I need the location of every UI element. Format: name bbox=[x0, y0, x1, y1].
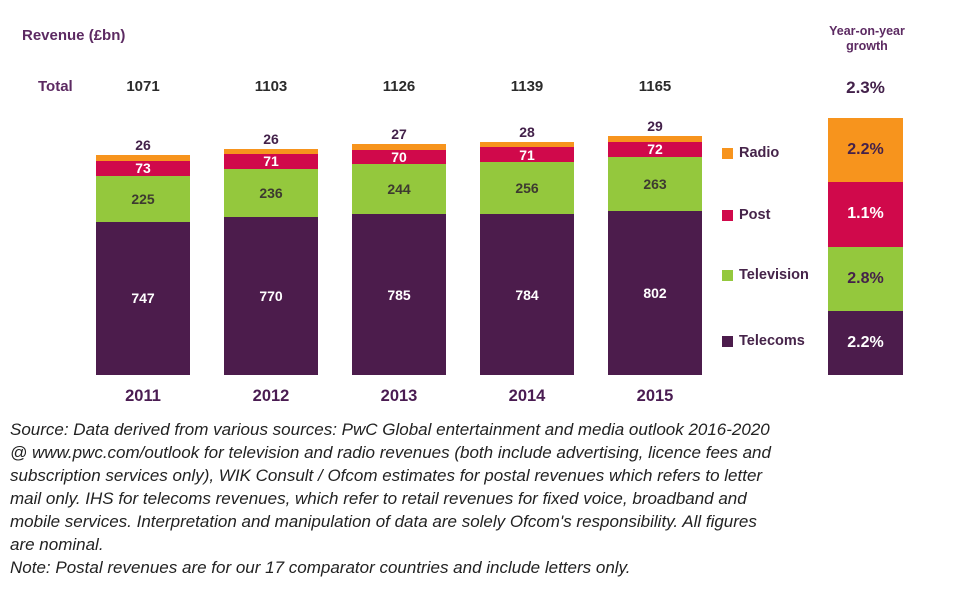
value-label-post: 72 bbox=[647, 141, 663, 158]
growth-total-value: 2.3% bbox=[846, 78, 885, 97]
value-label-telecoms: 802 bbox=[643, 284, 667, 301]
source-line: subscription services only), WIK Consult… bbox=[10, 466, 763, 485]
growth-segment-telecoms: 2.2% bbox=[828, 310, 903, 375]
television-legend-swatch-icon bbox=[722, 269, 733, 281]
segment-telecoms: 747 bbox=[96, 221, 190, 375]
bar-column-2011: 1071 26 73 225 747 2011 bbox=[96, 70, 190, 410]
segment-radio bbox=[224, 148, 318, 155]
segment-post: 71 bbox=[480, 147, 574, 162]
value-label-telecoms: 747 bbox=[131, 290, 155, 307]
stacked-bar: 71 256 784 bbox=[480, 141, 574, 375]
legend-label-telecoms: Telecoms bbox=[739, 333, 805, 349]
segment-television: 244 bbox=[352, 164, 446, 215]
year-label: 2014 bbox=[508, 387, 546, 405]
radio-value-label: 26 bbox=[263, 130, 279, 147]
legend-label-radio: Radio bbox=[739, 145, 780, 161]
radio-value-label: 27 bbox=[391, 126, 407, 143]
value-label-television: 225 bbox=[131, 190, 155, 207]
legend-item-telecoms: Telecoms bbox=[722, 334, 805, 348]
segment-telecoms: 784 bbox=[480, 214, 574, 375]
source-line: mobile services. Interpretation and mani… bbox=[10, 512, 757, 531]
source-line: @ www.pwc.com/outlook for television and… bbox=[10, 443, 771, 462]
bar-column-2013: 1126 27 70 244 785 2013 bbox=[352, 70, 446, 410]
year-label: 2011 bbox=[125, 387, 161, 405]
telecoms-legend-swatch-icon bbox=[722, 335, 733, 347]
legend-label-post: Post bbox=[739, 207, 771, 223]
legend-item-radio: Radio bbox=[722, 146, 779, 160]
segment-radio bbox=[480, 141, 574, 148]
segment-television: 263 bbox=[608, 156, 702, 211]
total-value: 1103 bbox=[254, 78, 288, 95]
radio-value-label: 26 bbox=[135, 137, 151, 154]
year-label: 2015 bbox=[636, 387, 674, 405]
chart-title: Revenue (£bn) bbox=[22, 27, 126, 44]
post-legend-swatch-icon bbox=[722, 209, 733, 221]
total-value: 1071 bbox=[126, 78, 160, 95]
source-text: Source: Data derived from various source… bbox=[10, 418, 954, 579]
growth-value-telecoms: 2.2% bbox=[847, 333, 884, 351]
value-label-telecoms: 784 bbox=[515, 286, 539, 303]
radio-value-label: 28 bbox=[519, 123, 535, 140]
source-line: mail only. IHS for telecoms revenues, wh… bbox=[10, 489, 747, 508]
value-label-post: 70 bbox=[391, 148, 407, 165]
segment-television: 256 bbox=[480, 161, 574, 215]
segment-television: 236 bbox=[224, 168, 318, 218]
radio-legend-swatch-icon bbox=[722, 147, 733, 159]
segment-telecoms: 785 bbox=[352, 214, 446, 375]
segment-post: 73 bbox=[96, 160, 190, 177]
stacked-bar: 72 263 802 bbox=[608, 135, 702, 375]
source-line: are nominal. bbox=[10, 535, 104, 554]
bar-column-2014: 1139 28 71 256 784 2014 bbox=[480, 70, 574, 410]
growth-bar: 2.2% 1.1% 2.8% 2.2% bbox=[828, 118, 903, 375]
segment-television: 225 bbox=[96, 175, 190, 222]
bar-column-2015: 1165 29 72 263 802 2015 bbox=[608, 70, 702, 410]
value-label-television: 263 bbox=[643, 175, 667, 192]
legend-item-post: Post bbox=[722, 208, 770, 222]
segment-radio bbox=[352, 144, 446, 150]
value-label-television: 236 bbox=[259, 184, 283, 201]
bar-column-2012: 1103 26 71 236 770 2012 bbox=[224, 70, 318, 410]
source-line: Source: Data derived from various source… bbox=[10, 420, 770, 439]
value-label-telecoms: 770 bbox=[259, 288, 283, 305]
radio-value-label: 29 bbox=[647, 117, 663, 134]
growth-column-header: Year-on-year growth bbox=[829, 24, 905, 53]
value-label-television: 256 bbox=[515, 180, 539, 197]
value-label-television: 244 bbox=[387, 181, 411, 198]
year-label: 2012 bbox=[252, 387, 290, 405]
value-label-post: 73 bbox=[135, 160, 151, 177]
growth-value-radio: 2.2% bbox=[847, 141, 884, 159]
segment-radio bbox=[608, 135, 702, 142]
segment-post: 72 bbox=[608, 141, 702, 158]
growth-segment-television: 2.8% bbox=[828, 246, 903, 311]
growth-segment-radio: 2.2% bbox=[828, 118, 903, 183]
stacked-bar: 71 236 770 bbox=[224, 148, 318, 375]
total-value: 1126 bbox=[382, 78, 416, 95]
segment-telecoms: 802 bbox=[608, 210, 702, 375]
segment-telecoms: 770 bbox=[224, 217, 318, 375]
legend-item-television: Television bbox=[722, 268, 809, 282]
growth-value-television: 2.8% bbox=[847, 269, 884, 287]
stacked-bar: 73 225 747 bbox=[96, 155, 190, 375]
growth-segment-post: 1.1% bbox=[828, 182, 903, 247]
note-text: Note: Postal revenues are for our 17 com… bbox=[10, 558, 631, 577]
segment-post: 71 bbox=[224, 154, 318, 169]
year-label: 2013 bbox=[380, 387, 418, 405]
totals-row-label: Total bbox=[38, 78, 73, 95]
value-label-post: 71 bbox=[263, 153, 279, 170]
value-label-post: 71 bbox=[519, 146, 535, 163]
total-value: 1165 bbox=[638, 78, 672, 95]
legend-label-television: Television bbox=[739, 267, 809, 283]
segment-radio bbox=[96, 155, 190, 161]
stacked-bar: 70 244 785 bbox=[352, 144, 446, 375]
value-label-telecoms: 785 bbox=[387, 286, 411, 303]
total-value: 1139 bbox=[510, 78, 544, 95]
segment-post: 70 bbox=[352, 148, 446, 165]
growth-value-post: 1.1% bbox=[847, 205, 884, 223]
